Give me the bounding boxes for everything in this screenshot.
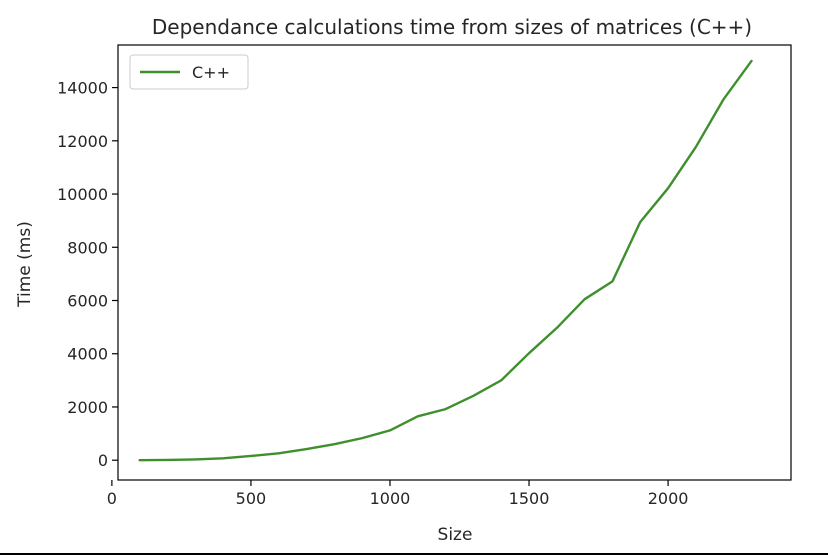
y-tick-label: 14000 <box>57 79 108 98</box>
series-line <box>138 59 753 462</box>
x-tick-label: 1000 <box>370 489 411 508</box>
y-tick-label: 10000 <box>57 185 108 204</box>
plot-area <box>138 59 753 462</box>
y-tick-label: 0 <box>98 451 108 470</box>
y-tick-label: 2000 <box>67 398 108 417</box>
y-tick-label: 12000 <box>57 132 108 151</box>
x-tick-label: 2000 <box>648 489 689 508</box>
x-tick-label: 0 <box>107 489 117 508</box>
x-tick-label: 500 <box>236 489 267 508</box>
legend: C++ <box>129 54 249 90</box>
axes-frame <box>117 44 792 481</box>
bottom-divider <box>0 553 828 555</box>
x-tick-label: 1500 <box>509 489 550 508</box>
y-tick-label: 8000 <box>67 238 108 257</box>
y-axis-label: Time (ms) <box>15 221 35 308</box>
x-axis-label: Size <box>438 525 473 545</box>
y-tick-label: 4000 <box>67 345 108 364</box>
axes: 0 500 1000 1500 2000 0 2000 4000 6000 8000 10000 12… <box>57 44 792 508</box>
legend-label: C++ <box>192 63 230 82</box>
legend-box <box>129 54 249 90</box>
y-tick-label: 6000 <box>67 292 108 311</box>
chart-title: Dependance calculations time from sizes … <box>152 15 752 39</box>
